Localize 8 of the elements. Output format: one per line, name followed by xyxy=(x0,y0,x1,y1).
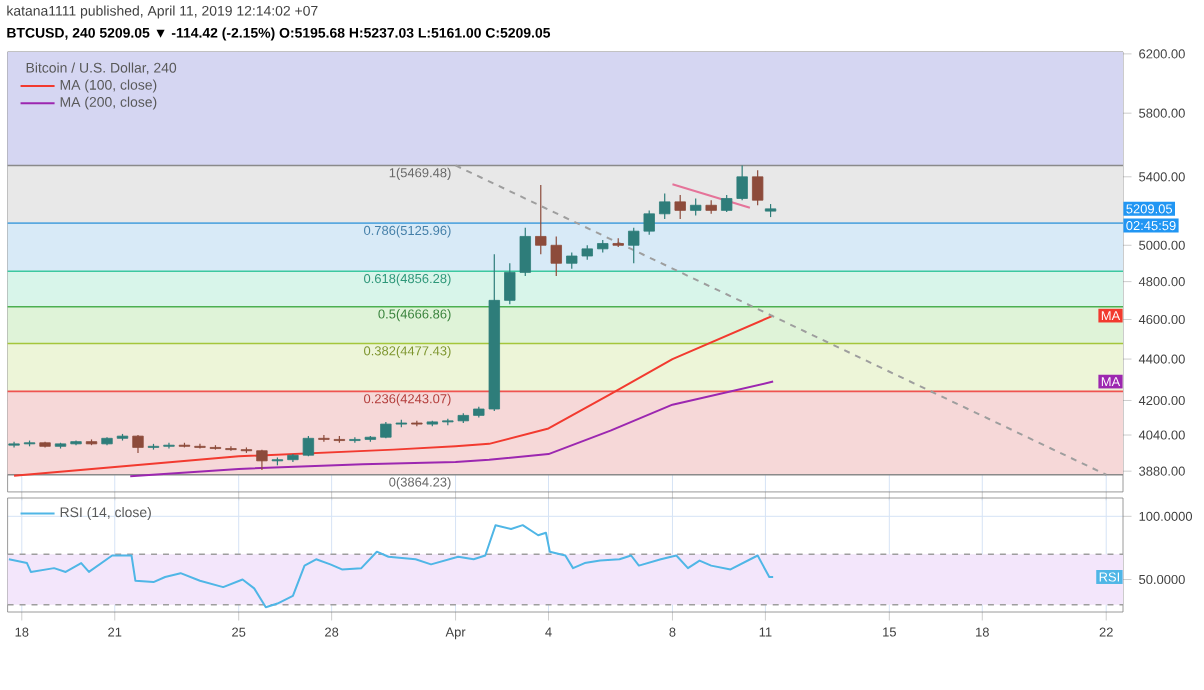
candlestick xyxy=(674,194,686,220)
line-series xyxy=(7,524,775,609)
candlestick xyxy=(751,169,764,206)
line-series xyxy=(129,380,775,478)
candlestick xyxy=(225,445,237,452)
candlestick xyxy=(194,443,206,450)
candlestick xyxy=(659,192,671,220)
candlestick xyxy=(163,442,175,450)
